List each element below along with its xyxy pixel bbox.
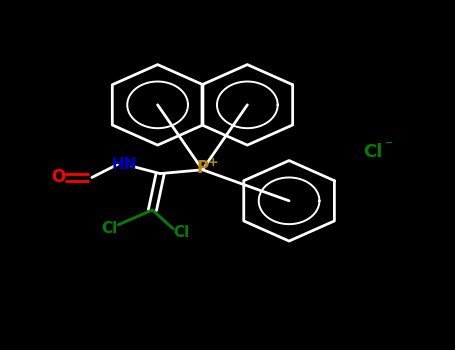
Text: Cl: Cl (173, 225, 189, 239)
Text: +: + (207, 155, 218, 169)
Text: Cl: Cl (101, 221, 117, 236)
Text: O: O (51, 168, 66, 187)
Text: P: P (197, 159, 208, 177)
Text: ⁻: ⁻ (385, 139, 393, 154)
Text: HN: HN (112, 157, 137, 172)
Text: Cl: Cl (364, 143, 383, 161)
